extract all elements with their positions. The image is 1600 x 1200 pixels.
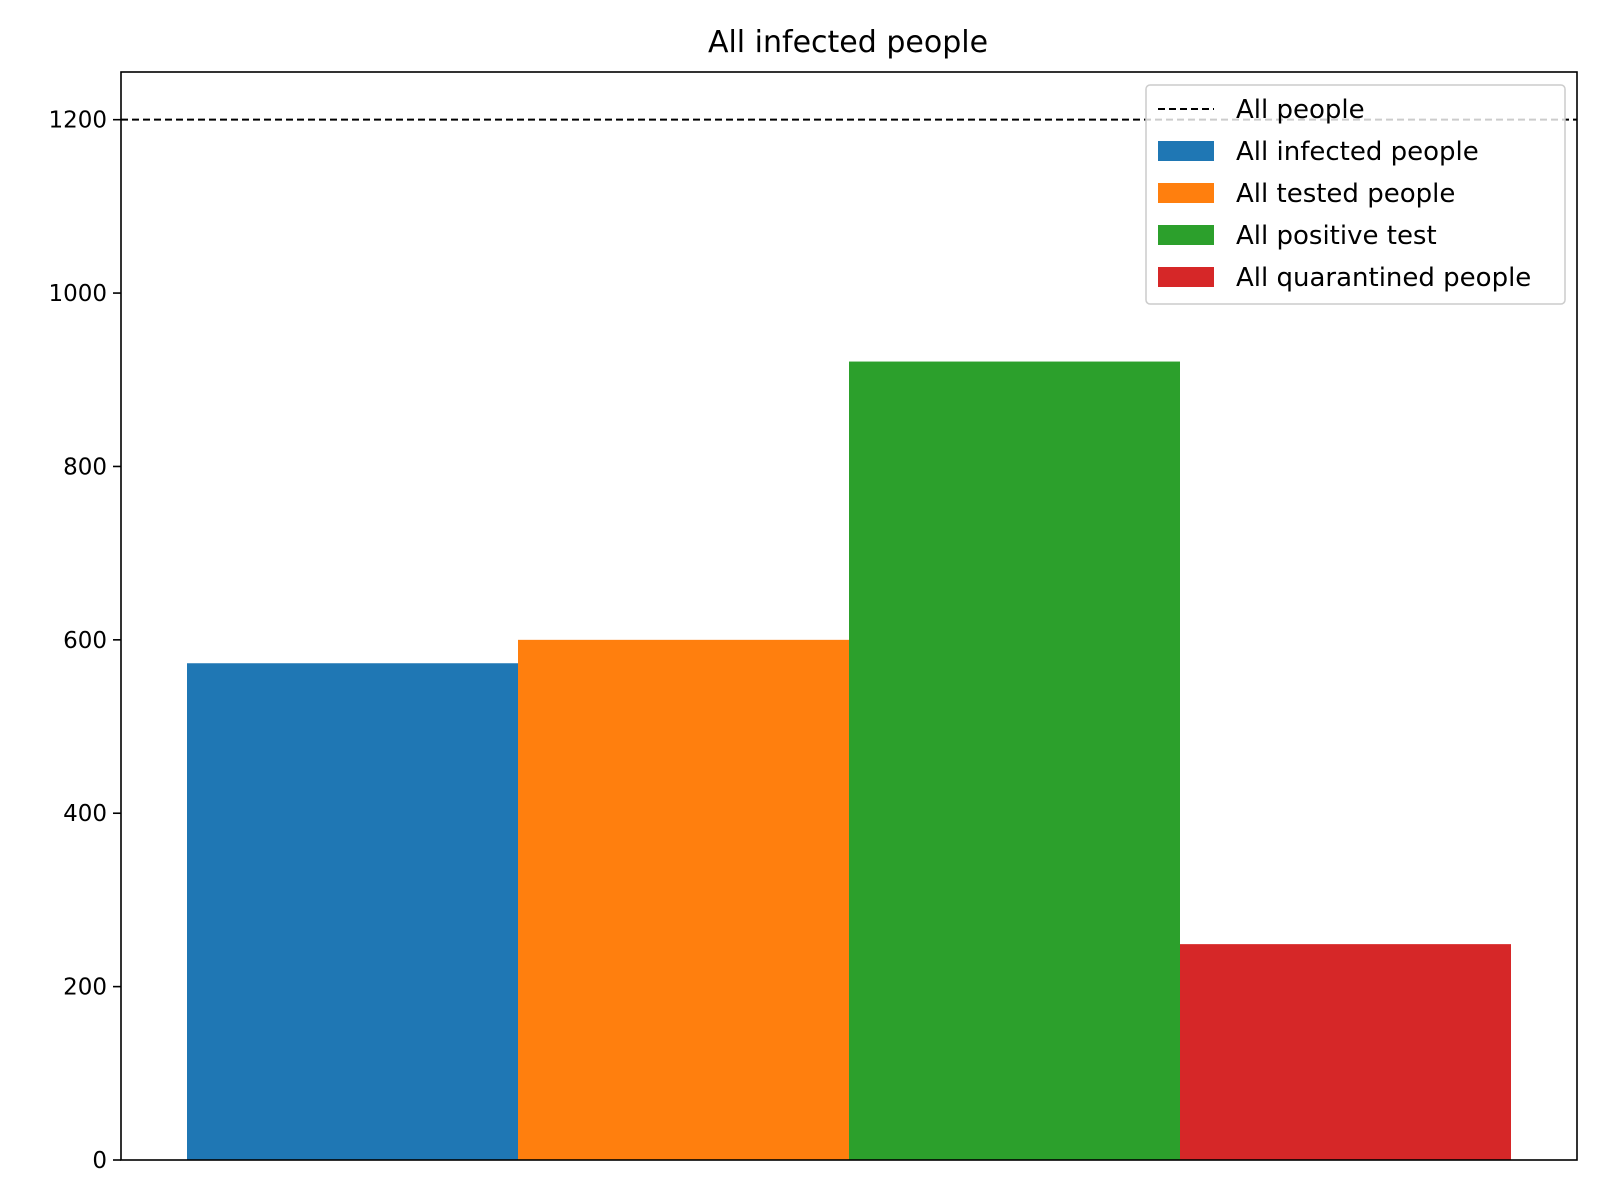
legend-label-4: All quarantined people: [1236, 263, 1531, 293]
bar-4: [1180, 944, 1511, 1160]
y-tick-label: 1000: [48, 281, 107, 307]
y-axis: 0 200 400 600 800 1000 1200: [48, 108, 121, 1174]
legend: All people All infected people All tested …: [1145, 84, 1566, 305]
legend-label-3: All positive test: [1236, 221, 1437, 251]
bar-1: [187, 663, 518, 1160]
y-tick-label: 800: [63, 454, 107, 480]
bar-group: [187, 361, 1511, 1160]
legend-box: [1145, 84, 1566, 305]
y-tick-label: 200: [63, 975, 107, 1001]
chart-title: All infected people: [708, 25, 988, 60]
legend-swatch-4: [1158, 267, 1214, 287]
legend-label-1: All infected people: [1236, 137, 1479, 167]
y-tick-label: 0: [92, 1148, 107, 1174]
legend-swatch-1: [1158, 141, 1214, 161]
legend-label-2: All tested people: [1236, 179, 1455, 209]
y-tick-label: 400: [63, 801, 107, 827]
legend-swatch-2: [1158, 183, 1214, 203]
plot-frame: [120, 71, 1578, 1161]
legend-label-all-people: All people: [1236, 95, 1365, 125]
y-tick-label: 600: [63, 628, 107, 654]
y-tick-label: 1200: [48, 108, 107, 134]
legend-swatch-3: [1158, 225, 1214, 245]
bar-2: [518, 639, 849, 1160]
bar-3: [849, 361, 1180, 1160]
